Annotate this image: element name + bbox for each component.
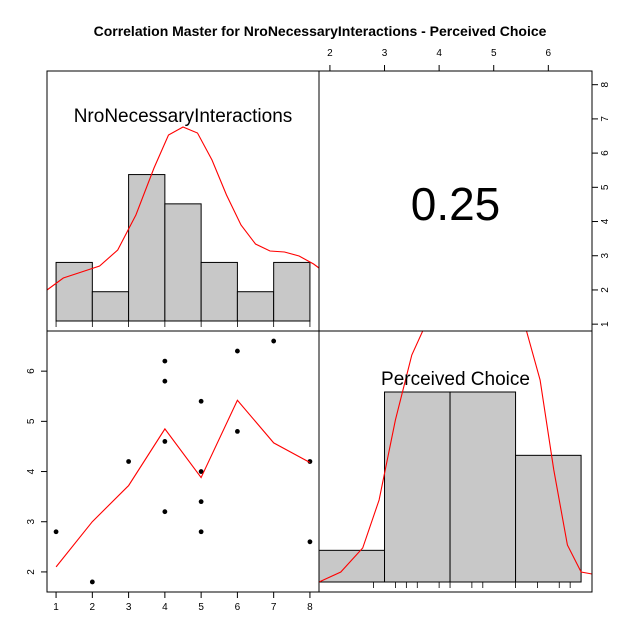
bottom-axis-label: 6 [235,602,241,613]
scatter-point [53,529,59,535]
scatter-point [89,579,95,585]
left-axis-label: 2 [26,569,37,575]
scatter-point [198,499,204,505]
hist1-bar [128,174,166,322]
right-axis-label: 5 [600,184,611,190]
scatter-point [162,358,168,364]
top-axis-label: 3 [382,48,388,59]
panel-border-br [318,330,593,593]
scatter-point [198,529,204,535]
bottom-axis-label: 2 [90,602,96,613]
top-axis-label: 4 [436,48,442,59]
right-axis-label: 7 [600,116,611,122]
variable-label-1: NroNecessaryInteractions [74,106,293,127]
hist1-bar [200,261,238,322]
hist2-bar [515,454,582,583]
left-axis-label: 4 [26,468,37,474]
hist2-bar [449,391,517,583]
hist2-bar [384,391,451,583]
scatter-point [307,459,313,464]
variable-label-2: Perceived Choice [381,369,530,390]
hist1-bar [273,261,311,322]
right-axis-label: 8 [600,81,611,87]
hist1-bar [236,291,275,322]
left-axis-label: 6 [26,368,37,374]
panel-border-bl [46,330,320,593]
hist1-bar [91,291,130,322]
bottom-axis-label: 3 [126,602,132,613]
bottom-axis-label: 7 [271,602,277,613]
left-axis-label: 3 [26,519,37,525]
right-axis-label: 3 [600,253,611,259]
bottom-axis-label: 4 [162,602,168,613]
hist1-bar [164,203,202,322]
scatter-smooth-line [55,399,311,568]
chart-title: Correlation Master for NroNecessaryInter… [94,23,547,39]
right-axis-label: 6 [600,150,611,156]
bottom-axis-label: 1 [53,602,59,613]
correlation-value: 0.25 [411,178,501,230]
bottom-axis-label: 8 [307,602,313,613]
hist1-bar [55,261,93,322]
right-axis-label: 2 [600,287,611,293]
scatter-point [162,378,168,384]
scatter-point [235,348,240,354]
right-axis-label: 1 [600,321,611,327]
scatter-point [198,469,204,474]
top-axis-label: 5 [491,48,497,59]
right-axis-label: 4 [600,218,611,224]
scatter-point [162,439,168,444]
left-axis-label: 5 [26,418,37,424]
scatter-point [126,459,131,464]
hist1-density-curve [46,126,320,291]
top-axis-label: 6 [546,48,552,59]
scatter-point [271,338,277,344]
scatter-point [162,509,168,515]
scatter-point [307,539,313,545]
bottom-axis-label: 5 [198,602,204,613]
scatter-point [235,428,240,434]
top-axis-label: 2 [327,48,333,59]
scatter-point [198,398,204,404]
